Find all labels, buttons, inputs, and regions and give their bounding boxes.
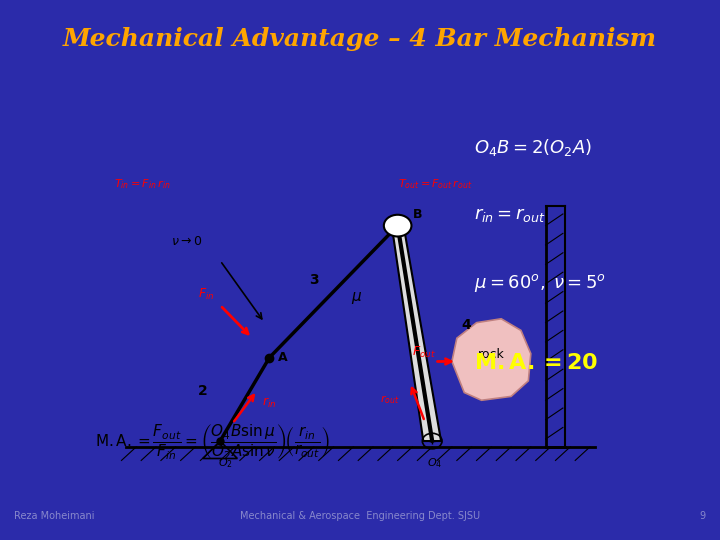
Text: $F_{out}$: $F_{out}$ xyxy=(413,345,436,360)
Text: 4: 4 xyxy=(462,319,472,333)
Text: B: B xyxy=(413,208,422,221)
Text: $\mathrm{M.A.} = \dfrac{F_{out}}{F_{in}} = \left(\dfrac{O_4B\sin\mu}{O_2A\sin\nu: $\mathrm{M.A.} = \dfrac{F_{out}}{F_{in}}… xyxy=(95,422,330,461)
Text: 2: 2 xyxy=(198,384,207,399)
Text: $\nu \rightarrow 0$: $\nu \rightarrow 0$ xyxy=(171,235,202,248)
Text: $O_4B = 2(O_2A)$: $O_4B = 2(O_2A)$ xyxy=(474,137,592,158)
Text: rock: rock xyxy=(478,348,505,361)
Text: A: A xyxy=(279,352,288,365)
Text: $\mathbf{M.A. = 20}$: $\mathbf{M.A. = 20}$ xyxy=(474,352,598,374)
Text: Mechanical & Aerospace  Engineering Dept. SJSU: Mechanical & Aerospace Engineering Dept.… xyxy=(240,511,480,521)
Text: 9: 9 xyxy=(699,511,706,521)
Text: Reza Moheimani: Reza Moheimani xyxy=(14,511,95,521)
Text: $O_4$: $O_4$ xyxy=(427,456,442,470)
Text: $r_{in}$: $r_{in}$ xyxy=(262,396,276,410)
Text: $T_{out} = F_{out}\,r_{out}$: $T_{out} = F_{out}\,r_{out}$ xyxy=(397,177,472,191)
Text: $r_{out}$: $r_{out}$ xyxy=(380,393,400,406)
Circle shape xyxy=(384,215,411,237)
Polygon shape xyxy=(392,226,441,441)
Text: Mechanical Advantage – 4 Bar Mechanism: Mechanical Advantage – 4 Bar Mechanism xyxy=(63,27,657,51)
Text: $\mu = 60^o,\; \nu = 5^o$: $\mu = 60^o,\; \nu = 5^o$ xyxy=(474,272,606,294)
Text: $r_{in} = r_{out}$: $r_{in} = r_{out}$ xyxy=(474,206,546,225)
Text: $F_{in}$: $F_{in}$ xyxy=(198,286,215,301)
Text: $\mu$: $\mu$ xyxy=(351,291,362,306)
Text: $O_2$: $O_2$ xyxy=(217,456,233,470)
Text: 3: 3 xyxy=(309,273,318,287)
Polygon shape xyxy=(452,319,531,400)
Text: $T_{in} = F_{in}\,r_{in}$: $T_{in} = F_{in}\,r_{in}$ xyxy=(114,177,171,191)
